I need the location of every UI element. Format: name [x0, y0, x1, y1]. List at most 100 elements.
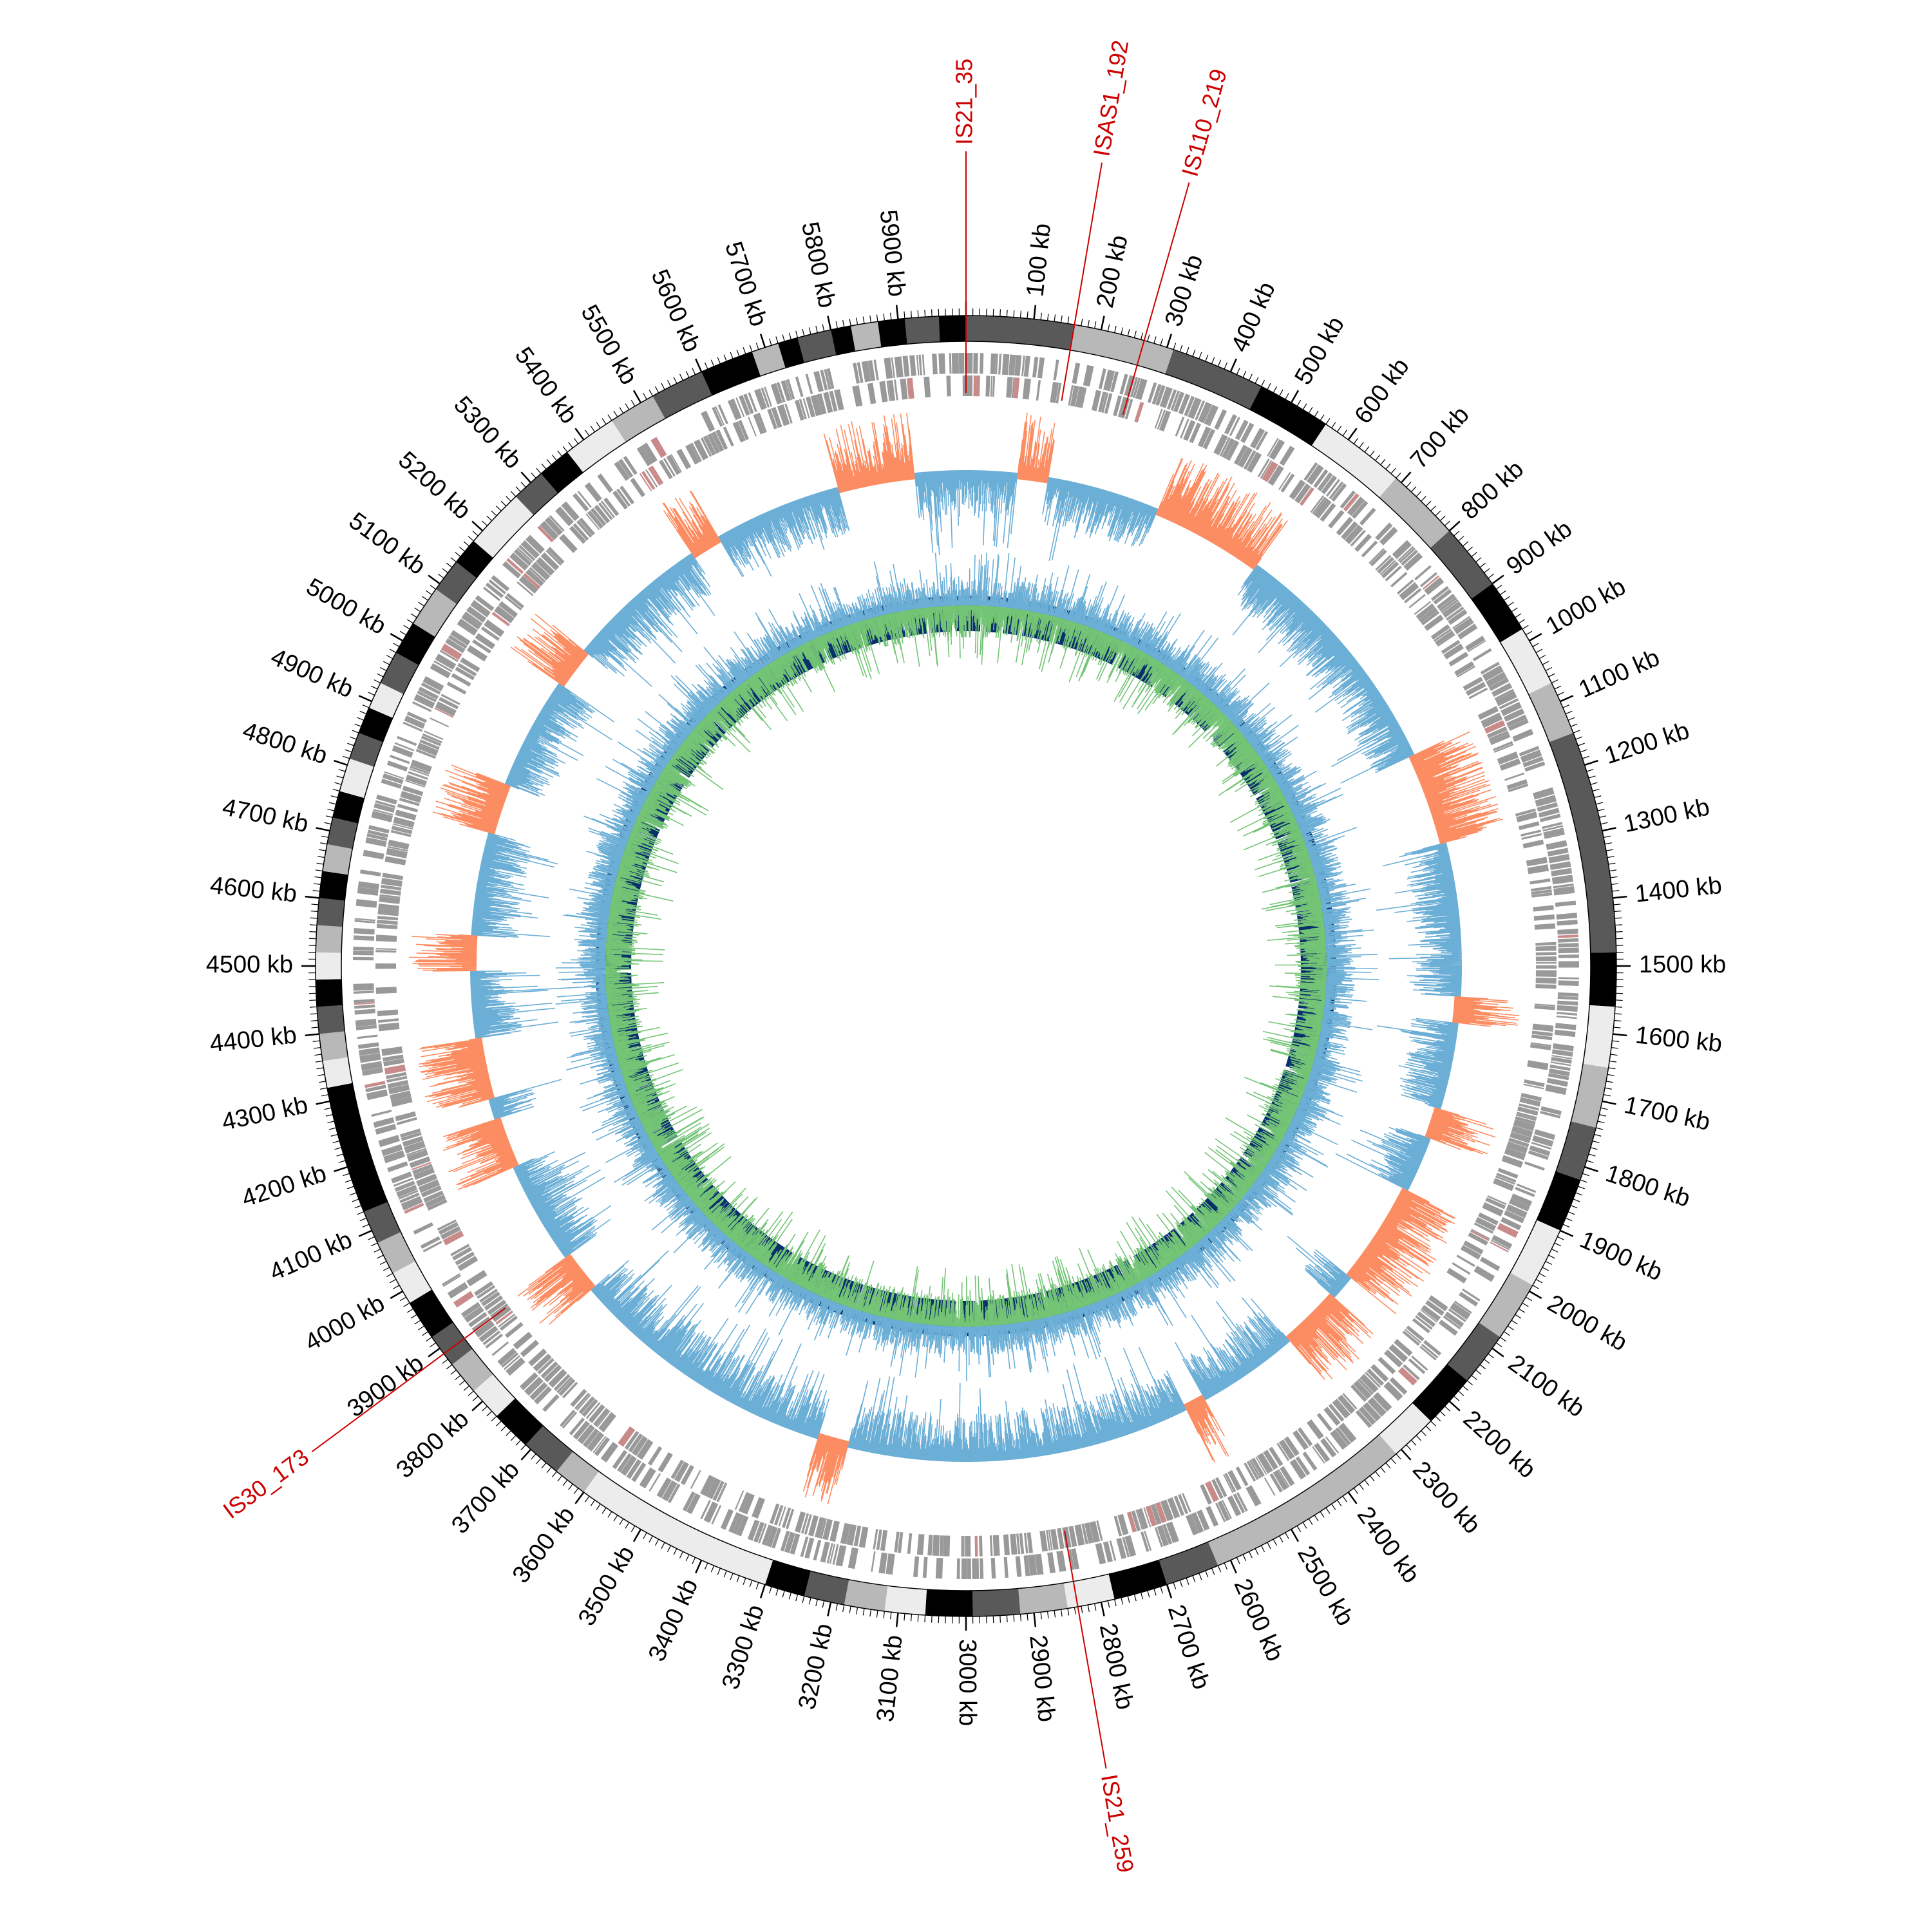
minor-tick — [354, 723, 362, 727]
minor-tick — [1466, 546, 1473, 552]
minor-tick — [673, 1548, 677, 1555]
gene-feature — [1312, 1446, 1325, 1464]
minor-tick — [1578, 743, 1585, 746]
gene-feature — [813, 370, 824, 392]
gene-feature — [956, 1558, 960, 1579]
gene-feature — [1320, 1437, 1337, 1458]
gene-feature — [450, 630, 471, 646]
gene-feature — [658, 1452, 673, 1473]
gene-feature — [922, 1557, 928, 1578]
gene-feature — [1551, 1055, 1573, 1059]
gene-feature — [377, 1009, 399, 1017]
minor-tick — [1551, 1249, 1558, 1253]
ideogram-band — [319, 1031, 348, 1061]
gene-feature — [727, 398, 742, 421]
gene-feature — [378, 1022, 400, 1032]
gene-feature — [386, 1072, 407, 1079]
gene-feature — [1535, 970, 1557, 977]
gene-feature — [938, 353, 945, 374]
gene-feature — [1530, 878, 1551, 885]
gene-feature — [1487, 1195, 1507, 1206]
ideogram-band — [359, 707, 393, 743]
minor-tick — [1255, 377, 1259, 384]
minor-tick — [1605, 849, 1613, 851]
gene-feature — [526, 569, 544, 587]
gene-feature — [1089, 1520, 1101, 1543]
major-tick — [305, 1033, 319, 1037]
gene-feature — [1162, 1524, 1173, 1545]
gene-feature — [1057, 1528, 1065, 1549]
gc-content-track — [553, 553, 1379, 1381]
minor-tick — [496, 1421, 502, 1426]
tick-label: 600 kb — [1350, 354, 1415, 429]
gene-feature — [777, 404, 790, 426]
gene-feature — [1470, 1230, 1490, 1242]
minor-tick — [1600, 822, 1608, 825]
gene-feature — [1549, 1068, 1570, 1077]
ideogram-band — [701, 352, 761, 395]
gene-feature — [470, 600, 491, 618]
gene-feature — [1310, 495, 1325, 513]
gene-feature — [578, 1396, 595, 1415]
gene-feature — [405, 774, 427, 786]
gene-feature — [1415, 1315, 1433, 1330]
ideogram-band — [1479, 1273, 1533, 1338]
ideogram-band — [392, 1261, 432, 1303]
major-tick — [1033, 1613, 1037, 1627]
gene-feature — [371, 810, 393, 822]
tick-label: 4500 kb — [206, 951, 293, 978]
minor-tick — [1127, 328, 1130, 336]
gene-feature — [723, 426, 734, 447]
gene-feature — [778, 1506, 786, 1527]
minor-tick — [430, 1342, 437, 1347]
minor-tick — [1609, 1060, 1617, 1063]
minor-tick — [359, 710, 367, 715]
gene-feature — [648, 1446, 663, 1466]
major-tick — [632, 390, 642, 403]
minor-tick — [450, 1369, 457, 1375]
gene-feature — [840, 1522, 851, 1544]
gene-feature — [639, 1467, 656, 1489]
gene-feature — [736, 1515, 749, 1537]
gene-feature — [1240, 422, 1255, 443]
minor-tick — [1198, 1573, 1202, 1580]
gene-feature — [1511, 1125, 1533, 1138]
gene-feature — [1557, 992, 1579, 997]
gene-feature — [577, 491, 592, 508]
minor-tick — [1522, 625, 1529, 630]
gene-feature — [408, 771, 428, 780]
ideogram-band — [332, 791, 365, 824]
ideogram-band — [877, 318, 907, 347]
minor-tick — [536, 1458, 542, 1464]
gene-feature — [826, 368, 835, 390]
minor-tick — [1578, 1186, 1585, 1189]
minor-tick — [630, 399, 636, 406]
gene-feature — [1278, 472, 1291, 490]
gene-feature — [1551, 1057, 1572, 1064]
major-tick — [1290, 390, 1300, 403]
major-tick — [695, 358, 703, 372]
gene-feature — [1508, 719, 1529, 731]
minor-tick — [1390, 1458, 1396, 1464]
gene-feature — [354, 918, 375, 922]
minor-tick — [437, 573, 444, 579]
major-tick — [305, 895, 319, 899]
tick-label: 2000 kb — [1542, 1290, 1631, 1357]
gene-feature — [1249, 428, 1265, 449]
gene-feature — [494, 605, 515, 623]
gene-feature — [1519, 821, 1540, 831]
gene-feature — [1354, 533, 1372, 552]
gene-feature — [650, 465, 664, 485]
major-tick — [1560, 1229, 1574, 1237]
gene-feature — [520, 1372, 538, 1390]
gene-feature — [1132, 377, 1141, 399]
minor-tick — [730, 1573, 734, 1580]
gene-feature — [1515, 808, 1536, 817]
ideogram-band — [526, 1426, 573, 1472]
gene-feature — [396, 1184, 418, 1198]
gene-feature — [992, 375, 996, 397]
gene-feature — [832, 1544, 839, 1565]
minor-tick — [352, 730, 359, 734]
gene-feature — [935, 1557, 943, 1579]
